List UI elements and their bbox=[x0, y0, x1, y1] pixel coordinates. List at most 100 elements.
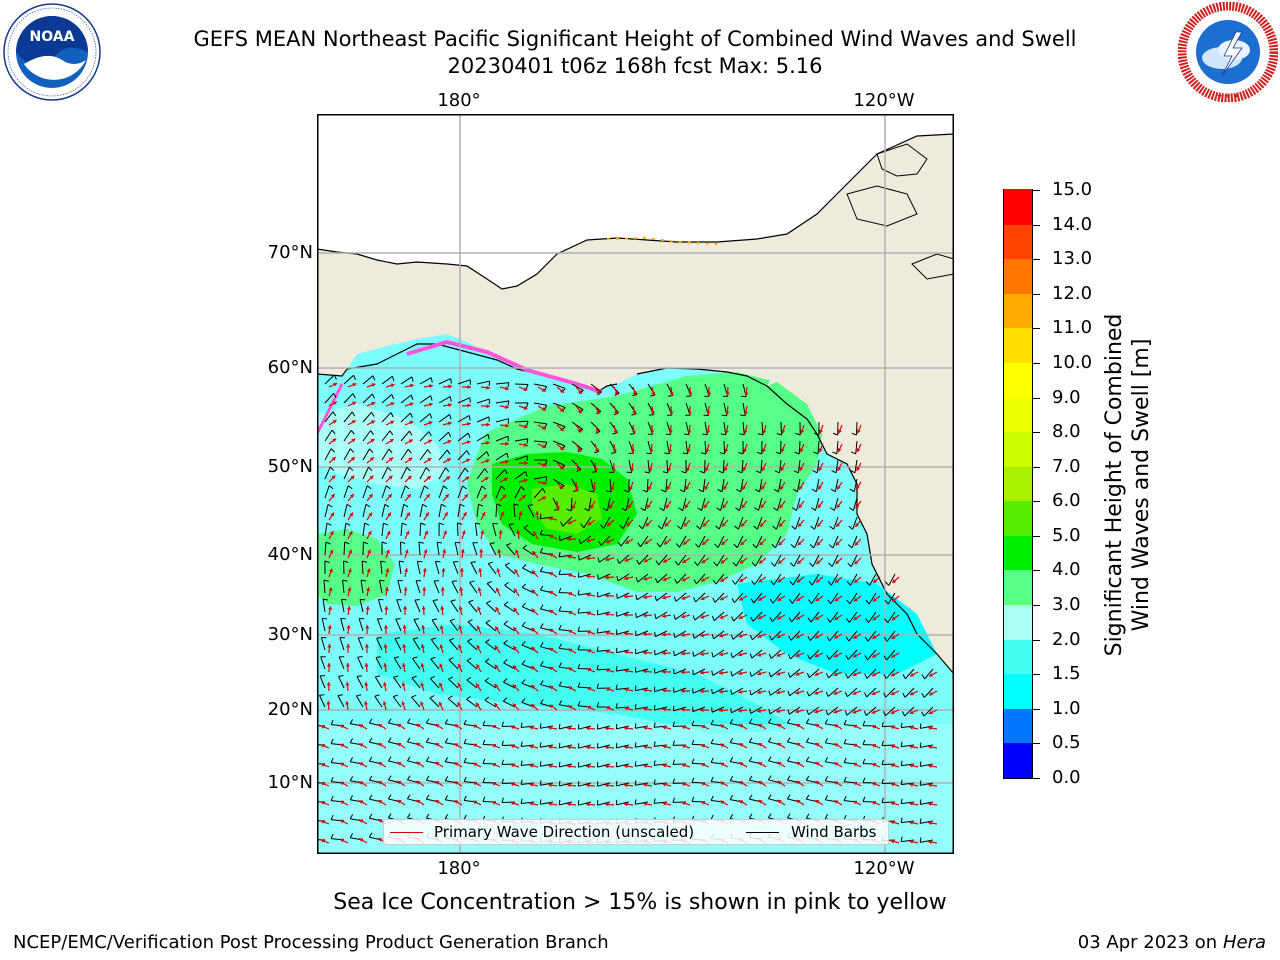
wave-direction-arrowhead bbox=[818, 485, 822, 490]
wave-direction-arrowhead bbox=[892, 579, 897, 583]
wind-barb bbox=[618, 554, 630, 564]
wind-barb-flag bbox=[786, 718, 791, 724]
wind-barb bbox=[343, 448, 351, 461]
wind-barb-flag bbox=[368, 737, 373, 743]
wind-barb bbox=[438, 467, 446, 480]
wind-barb bbox=[381, 523, 384, 537]
wave-direction-arrowhead bbox=[605, 687, 610, 692]
wind-barb-flag bbox=[883, 673, 887, 679]
wave-direction-arrowhead bbox=[624, 783, 628, 788]
wind-barb bbox=[452, 561, 459, 575]
wind-barb-flag bbox=[676, 525, 682, 530]
wind-barb-flag bbox=[384, 503, 390, 508]
wind-barb bbox=[715, 573, 725, 585]
wind-barb bbox=[867, 630, 877, 642]
wave-direction-arrowhead bbox=[491, 743, 496, 748]
wind-barb bbox=[438, 504, 442, 518]
wave-direction-arrowhead bbox=[909, 839, 914, 844]
wave-direction-arrowhead bbox=[796, 615, 801, 620]
wind-barb-flag bbox=[846, 581, 851, 586]
colorbar-tick-label: 1.5 bbox=[1052, 663, 1081, 685]
wave-direction-arrowhead bbox=[458, 606, 463, 611]
wind-barb-flag bbox=[902, 711, 906, 717]
wave-direction-arrowhead bbox=[359, 724, 364, 729]
wind-barb bbox=[552, 421, 566, 428]
wind-barb bbox=[522, 586, 535, 594]
wave-direction-arrowhead bbox=[491, 724, 496, 729]
wind-barb bbox=[400, 430, 410, 442]
wave-direction-arrowhead bbox=[513, 607, 518, 612]
wind-barb bbox=[492, 523, 497, 537]
wave-direction-arrowhead bbox=[777, 597, 782, 601]
wind-barb bbox=[552, 402, 566, 409]
colorbar-segment bbox=[1004, 708, 1032, 744]
wind-barb bbox=[466, 660, 478, 670]
wind-barb bbox=[754, 573, 763, 585]
wind-barb bbox=[847, 668, 858, 679]
wind-barb bbox=[457, 432, 469, 442]
wind-barb-flag bbox=[349, 757, 354, 762]
wind-barb-flag bbox=[752, 543, 757, 549]
wind-barb-flag bbox=[767, 775, 772, 781]
wind-barb-flag bbox=[805, 718, 810, 724]
wind-barb bbox=[503, 662, 516, 670]
wind-barb-flag bbox=[488, 381, 491, 387]
wind-barb-flag bbox=[466, 696, 471, 700]
wave-direction-arrowhead bbox=[834, 634, 839, 639]
wave-direction-arrowhead bbox=[605, 706, 610, 711]
wind-barb-flag bbox=[356, 694, 362, 697]
wave-direction-arrowhead bbox=[521, 494, 526, 499]
wind-barb bbox=[616, 801, 630, 806]
wave-direction-arrowhead bbox=[445, 476, 450, 481]
wave-direction-arrowhead bbox=[815, 800, 820, 804]
wave-direction-arrowhead bbox=[833, 672, 838, 677]
wind-barb-flag bbox=[422, 503, 428, 508]
wave-direction-arrowhead bbox=[643, 595, 647, 600]
wave-direction-arrowhead bbox=[435, 724, 440, 728]
wind-barb-flag bbox=[539, 780, 542, 786]
colorbar bbox=[1003, 189, 1033, 779]
wind-barb bbox=[654, 687, 668, 693]
wave-direction-arrowhead bbox=[725, 411, 730, 415]
wave-direction-arrowhead bbox=[401, 663, 406, 667]
wind-barb bbox=[617, 592, 630, 600]
wind-barb bbox=[412, 658, 421, 670]
wind-barb-flag bbox=[768, 690, 771, 696]
wind-barb bbox=[467, 621, 478, 632]
wave-direction-arrowhead bbox=[370, 438, 375, 443]
wind-barb-flag bbox=[330, 448, 335, 453]
wave-direction-arrowhead bbox=[682, 559, 687, 563]
wind-barb-flag bbox=[418, 541, 424, 544]
wind-barb-flag bbox=[768, 672, 772, 678]
colorbar-tick-label: 12.0 bbox=[1052, 282, 1093, 304]
wind-barb-flag bbox=[654, 595, 657, 601]
wind-barb-flag bbox=[751, 580, 755, 585]
wind-barb-flag bbox=[786, 756, 791, 762]
wind-barb-flag bbox=[731, 579, 736, 585]
wind-barb-flag bbox=[387, 756, 392, 762]
wind-barb bbox=[578, 725, 592, 730]
wave-direction-arrowhead bbox=[428, 439, 433, 444]
wave-direction-arrowhead bbox=[327, 625, 332, 629]
colorbar-tick-label: 6.0 bbox=[1052, 490, 1081, 512]
wind-barb-flag bbox=[864, 673, 868, 679]
wave-direction-arrowhead bbox=[446, 458, 451, 462]
wave-direction-arrowhead bbox=[531, 570, 536, 575]
wave-direction-arrowhead bbox=[454, 762, 459, 766]
wind-barb-flag bbox=[451, 580, 457, 582]
wind-barb bbox=[362, 411, 372, 423]
wind-barb bbox=[597, 725, 611, 730]
wind-barb bbox=[357, 656, 364, 670]
wind-barb bbox=[533, 476, 547, 480]
wind-barb bbox=[779, 459, 782, 473]
wind-barb-flag bbox=[749, 634, 753, 640]
wind-barb-flag bbox=[349, 814, 354, 819]
wind-barb-flag bbox=[482, 739, 486, 745]
wind-barb-flag bbox=[696, 525, 701, 530]
wave-direction-arrowhead bbox=[605, 575, 609, 580]
wind-barb-flag bbox=[693, 597, 697, 603]
wave-direction-arrowhead bbox=[425, 512, 429, 517]
wave-direction-arrowhead bbox=[909, 710, 914, 715]
wave-direction-arrowhead bbox=[401, 701, 406, 706]
wind-barb-flag bbox=[441, 503, 446, 508]
